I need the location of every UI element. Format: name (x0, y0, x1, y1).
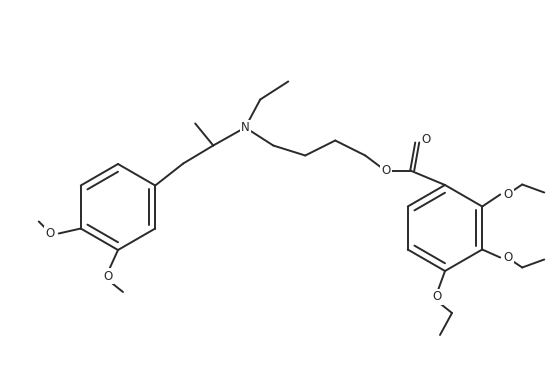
Text: O: O (104, 269, 113, 283)
Text: N: N (241, 121, 250, 134)
Text: O: O (421, 133, 431, 146)
Text: O: O (381, 164, 391, 177)
Text: O: O (432, 291, 442, 304)
Text: O: O (503, 251, 512, 264)
Text: O: O (503, 188, 512, 201)
Text: O: O (45, 227, 55, 240)
